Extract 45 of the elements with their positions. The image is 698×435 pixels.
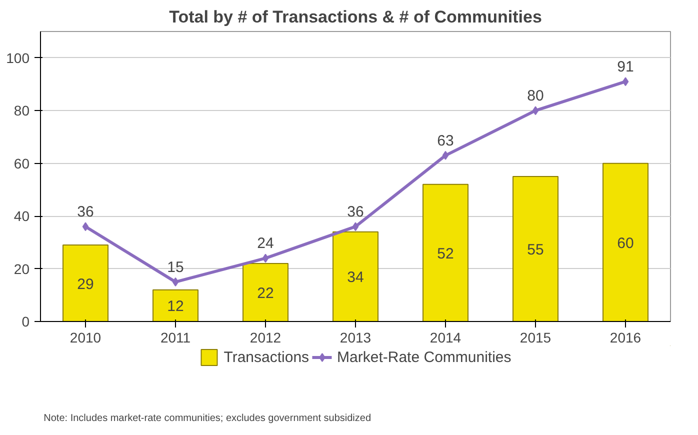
legend-label: Transactions (224, 348, 310, 366)
data-label: 22 (257, 285, 274, 302)
data-label: 29 (77, 276, 94, 293)
data-label: 60 (617, 234, 634, 252)
point (172, 277, 179, 286)
y-tick-label: 100 (6, 50, 30, 66)
data-label: 15 (167, 258, 184, 276)
data-label: 34 (347, 269, 364, 286)
x-tick-label: 2015 (520, 330, 552, 346)
y-tick-label: 60 (14, 155, 30, 172)
x-tick-label: 2012 (250, 330, 282, 346)
point (532, 106, 539, 116)
bar (422, 184, 468, 322)
x-tick-label: 2016 (610, 330, 642, 346)
chart-title: Total by # of Transactions & # of Communities (169, 8, 542, 26)
data-label: 24 (257, 235, 274, 252)
data-label: 52 (437, 245, 454, 262)
data-label: 36 (347, 204, 364, 221)
bar (152, 289, 198, 322)
data-label: 91 (617, 58, 634, 76)
x-tick-label: 2013 (340, 330, 372, 346)
text: Note: Includes market-rate communities; excludes government subsidized (44, 412, 372, 424)
y-tick-label: 0 (22, 314, 30, 330)
x-tick-label: 2011 (160, 330, 191, 346)
y-tick-label: 40 (14, 208, 30, 224)
x-tick-label: 2010 (70, 330, 102, 346)
bar (332, 231, 378, 322)
y-tick-label: 80 (14, 102, 30, 119)
bar (242, 263, 288, 322)
y-tick-label: 20 (14, 260, 30, 277)
data-label: 36 (77, 204, 94, 221)
point (82, 222, 89, 232)
point (352, 222, 359, 232)
bar (602, 162, 648, 322)
data-label: 80 (527, 88, 544, 105)
bar (62, 244, 108, 322)
legend-label: Market-Rate Communities (337, 348, 512, 366)
point (622, 77, 629, 86)
point (262, 254, 269, 263)
data-label: 12 (167, 298, 184, 316)
bar (512, 176, 558, 322)
x-tick-label: 2014 (430, 330, 462, 346)
point (442, 150, 449, 160)
data-label: 63 (437, 132, 454, 150)
data-label: 55 (527, 242, 544, 258)
